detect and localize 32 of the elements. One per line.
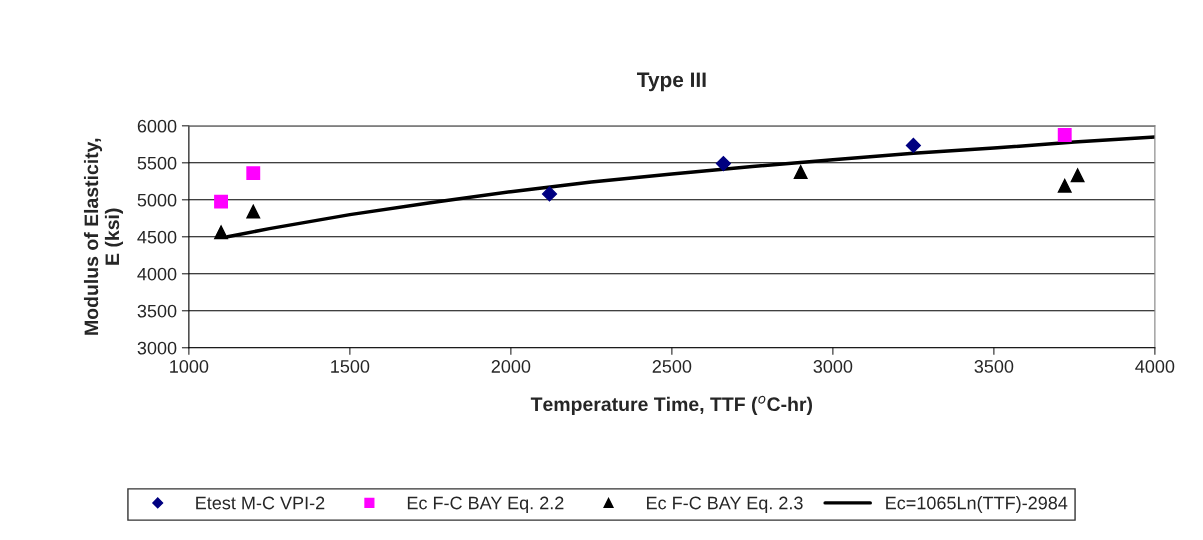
- point: [1070, 168, 1085, 183]
- y-tick-label: 4500: [137, 230, 177, 244]
- y-tick-label: 5000: [137, 193, 177, 207]
- legend-label: Ec F-C BAY Eq. 2.3: [647, 496, 803, 513]
- x-tick-label: 2000: [491, 360, 531, 373]
- y-tick-label: 3500: [137, 304, 177, 318]
- y-tick-label: 6000: [137, 119, 177, 133]
- point: [905, 137, 921, 153]
- point: [246, 204, 261, 219]
- x-tick-label: 3500: [974, 360, 1014, 373]
- chart-title: Type III: [636, 72, 706, 92]
- point: [1057, 178, 1072, 193]
- point: [793, 165, 808, 180]
- x-tick-label: 1000: [170, 360, 209, 373]
- y-axis-title: Modulus of Elasticity, E (ksi): [83, 138, 124, 335]
- legend-label: Ec=1065Ln(TTF)-2984: [886, 496, 1068, 513]
- point: [715, 155, 731, 172]
- x-tick-label: 4000: [1135, 360, 1175, 373]
- y-tick-label: 5500: [137, 156, 177, 170]
- point: [246, 166, 261, 181]
- y-tick-label: 4000: [137, 267, 177, 281]
- x-tick-label: 3000: [813, 360, 853, 373]
- y-tick-label: 3000: [137, 341, 177, 355]
- legend-label: Etest M-C VPI-2: [196, 496, 325, 510]
- legend-label: Ec F-C BAY Eq. 2.2: [407, 496, 564, 513]
- x-tick-label: 2500: [652, 360, 692, 373]
- point: [214, 194, 229, 209]
- x-axis-title: Temperature Time, TTF ($^{o}$C-hr): [530, 395, 813, 415]
- x-tick-label: 1500: [331, 360, 370, 373]
- point: [1057, 128, 1072, 143]
- point: [214, 225, 229, 240]
- point: [541, 186, 558, 202]
